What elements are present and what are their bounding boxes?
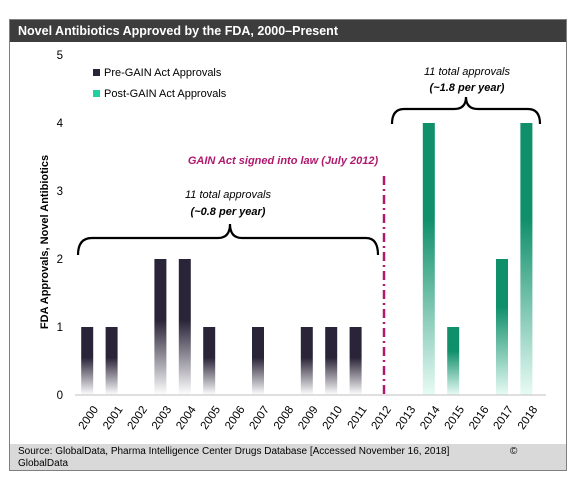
copyright-owner: GlobalData — [18, 458, 69, 469]
x-tick-label: 2009 — [296, 404, 321, 432]
x-tick-label: 2018 — [516, 404, 541, 432]
y-tick-label: 5 — [57, 50, 63, 62]
x-tick-label: 2003 — [150, 404, 175, 432]
x-tick-label: 2011 — [346, 404, 370, 431]
x-tick-label: 2001 — [101, 404, 126, 432]
bar-pre-gain — [178, 259, 191, 395]
bar-post-gain — [496, 259, 508, 395]
x-tick-label: 2004 — [174, 404, 199, 432]
bar-pre-gain — [154, 259, 167, 395]
pre-total-label: 11 total approvals — [185, 189, 272, 201]
copyright-symbol: © — [510, 446, 518, 457]
y-axis-title: FDA Approvals, Novel Antibiotics — [39, 155, 51, 329]
x-tick-label: 2015 — [443, 404, 468, 432]
pre-rate-label: (~0.8 per year) — [191, 206, 266, 218]
x-tick-label: 2007 — [247, 404, 272, 432]
bar-pre-gain — [105, 327, 118, 395]
legend-swatch-post — [93, 90, 100, 97]
bar-pre-gain — [203, 327, 216, 395]
post-rate-label: (~1.8 per year) — [430, 82, 505, 94]
x-tick-label: 2000 — [77, 404, 102, 432]
x-tick-label: 2008 — [272, 404, 297, 432]
x-tick-label: 2014 — [418, 404, 443, 432]
x-tick-label: 2005 — [199, 404, 224, 432]
x-tick-label: 2013 — [394, 404, 419, 432]
x-tick-label: 2017 — [491, 404, 516, 432]
bar-pre-gain — [325, 327, 338, 395]
y-tick-label: 2 — [57, 254, 63, 266]
gain-act-label: GAIN Act signed into law (July 2012) — [188, 155, 379, 167]
x-tick-label: 2010 — [321, 404, 346, 432]
bar-pre-gain — [81, 327, 94, 395]
x-tick-label: 2006 — [223, 404, 248, 432]
bar-post-gain — [520, 123, 533, 395]
bar-pre-gain — [252, 327, 264, 395]
bar-pre-gain — [300, 327, 313, 395]
post-total-label: 11 total approvals — [424, 66, 511, 78]
x-tick-label: 2012 — [369, 404, 394, 432]
x-tick-label: 2002 — [125, 404, 150, 432]
y-tick-label: 3 — [57, 186, 63, 198]
source-text: Source: GlobalData, Pharma Intelligence … — [18, 446, 450, 457]
y-tick-label: 1 — [57, 322, 63, 334]
legend-label-post: Post-GAIN Act Approvals — [104, 88, 227, 100]
y-tick-label: 4 — [57, 118, 64, 130]
legend-swatch-pre — [93, 69, 100, 76]
bar-post-gain — [447, 327, 460, 395]
chart-title: Novel Antibiotics Approved by the FDA, 2… — [10, 20, 566, 42]
post-brace — [390, 96, 542, 125]
pre-brace — [76, 223, 380, 256]
x-tick-label: 2016 — [467, 404, 492, 432]
y-tick-label: 0 — [57, 390, 63, 402]
legend-label-pre: Pre-GAIN Act Approvals — [104, 67, 222, 79]
bar-pre-gain — [349, 327, 362, 395]
source-bar: Source: GlobalData, Pharma Intelligence … — [10, 444, 566, 470]
bar-post-gain — [422, 123, 435, 395]
chart-frame — [9, 19, 567, 471]
